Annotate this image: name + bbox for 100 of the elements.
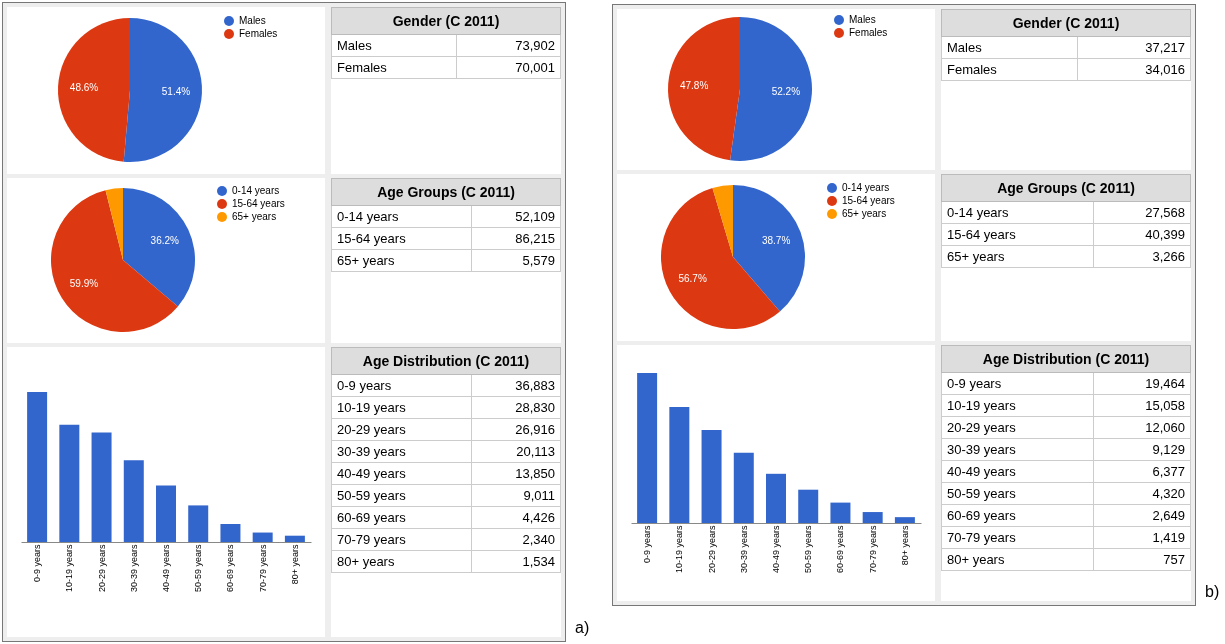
text: 40,399 (1145, 226, 1185, 242)
legend-label: Females (848, 27, 887, 39)
bar (701, 429, 722, 523)
text: 26,916 (515, 421, 555, 437)
bar (284, 535, 305, 542)
x-tick-label: 80+ years (899, 524, 910, 566)
pie-slice (667, 17, 740, 161)
category-label: Males (331, 34, 457, 57)
text: 27,568 (1145, 204, 1185, 220)
legend-label: 65+ years (231, 211, 276, 223)
text: 13,850 (515, 465, 555, 481)
x-tick-label: 50-59 years (803, 524, 814, 573)
bar (27, 391, 48, 542)
category-label: 10-19 years (941, 394, 1094, 417)
pie-slice (123, 18, 202, 163)
text: 5,579 (522, 252, 555, 268)
pie-slice (732, 185, 805, 312)
category-label: 20-29 years (331, 418, 472, 441)
text: 2,649 (1152, 507, 1185, 523)
x-tick-label: 60-69 years (835, 524, 846, 573)
text: b) (1205, 583, 1220, 601)
bar (669, 406, 690, 523)
text: 6,377 (1152, 463, 1185, 479)
bar (59, 424, 80, 542)
x-tick-label: 60-69 years (225, 543, 236, 592)
category-label: Females (941, 58, 1078, 81)
category-label: 50-59 years (941, 482, 1094, 505)
text: 9,129 (1152, 441, 1185, 457)
x-tick-label: 0-9 years (642, 524, 653, 563)
data-label: 48.6% (69, 82, 98, 94)
x-tick-label: 30-39 years (738, 524, 749, 573)
text: 2,340 (522, 531, 555, 547)
text: 37,217 (1145, 40, 1185, 55)
text: 1,419 (1152, 529, 1185, 545)
bar (894, 517, 915, 523)
data-label: 47.8% (679, 80, 708, 92)
x-tick-label: 40-49 years (161, 543, 171, 592)
pie-slice (50, 190, 178, 333)
bar (733, 452, 754, 523)
bar (252, 532, 273, 542)
category-label: 65+ years (331, 249, 472, 272)
x-tick-label: 20-29 years (96, 543, 107, 592)
legend-label: 15-64 years (231, 198, 285, 210)
text: Gender (C 2011) (331, 7, 561, 35)
text: Age Groups (C 2011) (941, 174, 1191, 202)
text: 1,534 (522, 553, 555, 569)
x-tick-label: 20-29 years (706, 524, 717, 573)
text: 70,001 (515, 60, 555, 75)
text: 34,016 (1145, 62, 1185, 77)
text: 9,011 (523, 487, 555, 503)
text: Age Groups (C 2011) (331, 178, 561, 206)
data-label: 36.2% (150, 235, 179, 247)
legend-label: 0-14 years (841, 182, 889, 194)
category-label: 0-14 years (331, 205, 472, 228)
x-tick-label: 50-59 years (193, 543, 204, 592)
text: 3,266 (1152, 248, 1185, 264)
text: a) (575, 619, 590, 637)
category-label: 40-49 years (941, 460, 1094, 483)
pie-slice (729, 17, 812, 162)
data-label: 51.4% (161, 86, 190, 98)
x-tick-label: 70-79 years (867, 524, 878, 573)
category-label: 30-39 years (941, 438, 1094, 461)
category-label: 15-64 years (331, 227, 472, 250)
bar (637, 372, 658, 523)
text: Age Distribution (C 2011) (331, 347, 561, 375)
bar (156, 485, 176, 542)
text: 4,320 (1152, 485, 1185, 501)
pie-slice (105, 188, 123, 261)
category-label: 15-64 years (941, 223, 1094, 246)
bar (766, 473, 786, 523)
bar (862, 511, 883, 523)
category-label: 65+ years (941, 245, 1094, 268)
text: 36,883 (515, 377, 555, 393)
text: Age Distribution (C 2011) (941, 345, 1191, 373)
x-tick-label: 30-39 years (128, 543, 139, 592)
category-label: 0-14 years (941, 201, 1094, 224)
text: 19,464 (1145, 375, 1185, 391)
bar (91, 432, 112, 542)
bar (220, 523, 241, 542)
legend-label: Males (238, 15, 266, 27)
text: Gender (C 2011) (941, 9, 1191, 37)
legend-label: Males (848, 14, 876, 26)
bar (188, 505, 209, 542)
x-tick-label: 80+ years (289, 543, 300, 585)
bar (123, 460, 144, 542)
category-label: Males (941, 36, 1078, 59)
bar (798, 489, 819, 523)
text: 12,060 (1145, 419, 1185, 435)
legend-label: 65+ years (841, 208, 886, 220)
data-label: 52.2% (771, 86, 800, 98)
data-label: 38.7% (761, 235, 790, 247)
text: 73,902 (515, 38, 555, 53)
category-label: 30-39 years (331, 440, 472, 463)
text: 28,830 (515, 399, 555, 415)
x-tick-label: 10-19 years (64, 543, 75, 592)
x-tick-label: 40-49 years (771, 524, 781, 573)
category-label: 60-69 years (331, 506, 472, 529)
legend-label: 15-64 years (841, 195, 895, 207)
legend-label: Females (238, 28, 277, 40)
x-tick-label: 10-19 years (674, 524, 685, 573)
